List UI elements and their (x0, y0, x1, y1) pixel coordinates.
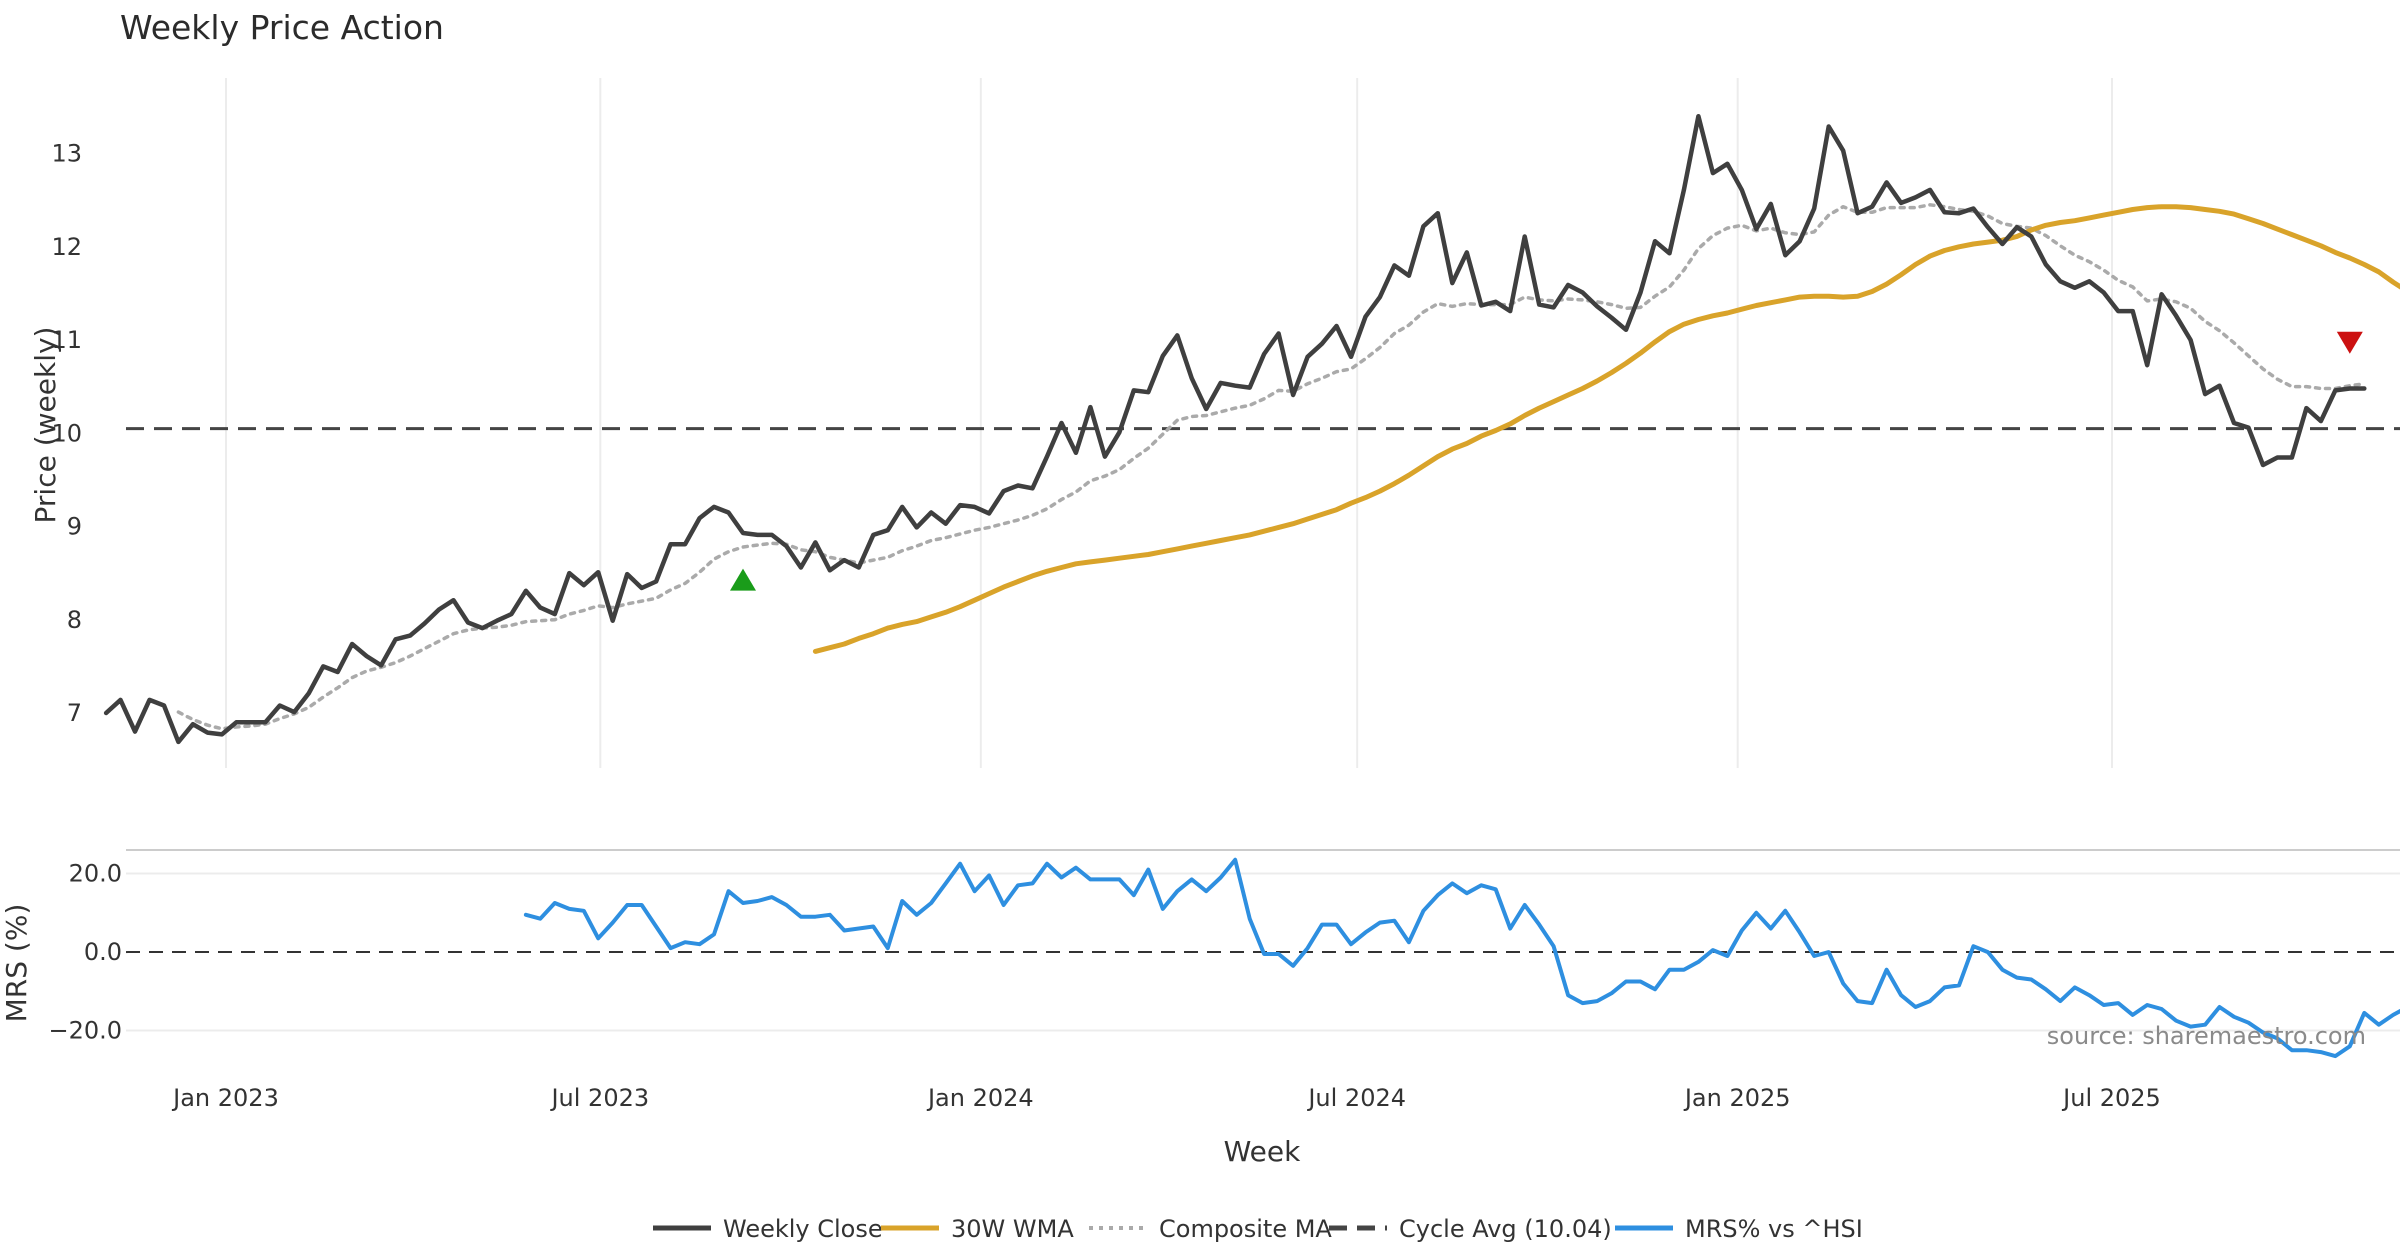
sell-signal-marker (2336, 331, 2363, 354)
price-ytick-10: 10 (51, 419, 82, 447)
mrs-ytick-1: 0.0 (84, 938, 122, 966)
price-ytick-11: 11 (51, 326, 82, 354)
legend-label: MRS% vs ^HSI (1685, 1215, 1863, 1243)
legend-label: Weekly Close (723, 1215, 883, 1243)
legend-item-2: Composite MA (1089, 1215, 1332, 1243)
price-gridlines (225, 78, 2113, 768)
mrs-y-axis-label: MRS (%) (0, 904, 33, 1023)
mrs-y-ticks: 20.0 0.0 −20.0 (48, 860, 122, 1045)
chart-title: Weekly Price Action (120, 8, 444, 47)
source-note: source: sharemaestro.com (2047, 1022, 2366, 1050)
buy-signal-marker (729, 568, 756, 591)
mrs-ytick-2: −20.0 (48, 1017, 122, 1045)
series-composite-ma (176, 203, 2367, 731)
xtick-jul-2023: Jul 2023 (549, 1084, 649, 1112)
legend-item-1: 30W WMA (881, 1215, 1074, 1243)
xtick-jan-2024: Jan 2024 (926, 1084, 1034, 1112)
series-30w-wma (812, 204, 2400, 654)
legend-label: Cycle Avg (10.04) (1399, 1215, 1612, 1243)
mrs-series-group (126, 857, 2400, 1059)
price-ytick-8: 8 (67, 606, 82, 634)
price-series-group (103, 113, 2400, 745)
xtick-jan-2023: Jan 2023 (171, 1084, 279, 1112)
series-mrs-vs-hsi (523, 857, 2400, 1059)
legend-label: 30W WMA (951, 1215, 1074, 1243)
mrs-ytick-0: 20.0 (69, 860, 122, 888)
xtick-jan-2025: Jan 2025 (1683, 1084, 1791, 1112)
mrs-gridlines (126, 872, 2400, 1032)
xtick-jul-2025: Jul 2025 (2061, 1084, 2161, 1112)
legend-item-3: Cycle Avg (10.04) (1329, 1215, 1612, 1243)
xtick-jul-2024: Jul 2024 (1306, 1084, 1406, 1112)
legend-label: Composite MA (1159, 1215, 1332, 1243)
price-ytick-13: 13 (51, 140, 82, 168)
series-weekly-close (103, 113, 2367, 745)
legend-item-4: MRS% vs ^HSI (1615, 1215, 1863, 1243)
price-ytick-12: 12 (51, 233, 82, 261)
x-tick-labels: Jan 2023 Jul 2023 Jan 2024 Jul 2024 Jan 2025… (171, 1084, 2161, 1112)
price-ytick-7: 7 (67, 699, 82, 727)
price-ytick-9: 9 (67, 513, 82, 541)
legend: Weekly Close 30W WMA Composite MA Cycle Avg… (653, 1215, 1863, 1243)
price-markers (729, 331, 2363, 591)
legend-item-0: Weekly Close (653, 1215, 883, 1243)
x-axis-label: Week (1224, 1135, 1301, 1168)
price-y-axis-label: Price (weekly) (29, 327, 62, 524)
price-y-ticks: 7 8 9 10 11 12 13 (51, 140, 82, 727)
